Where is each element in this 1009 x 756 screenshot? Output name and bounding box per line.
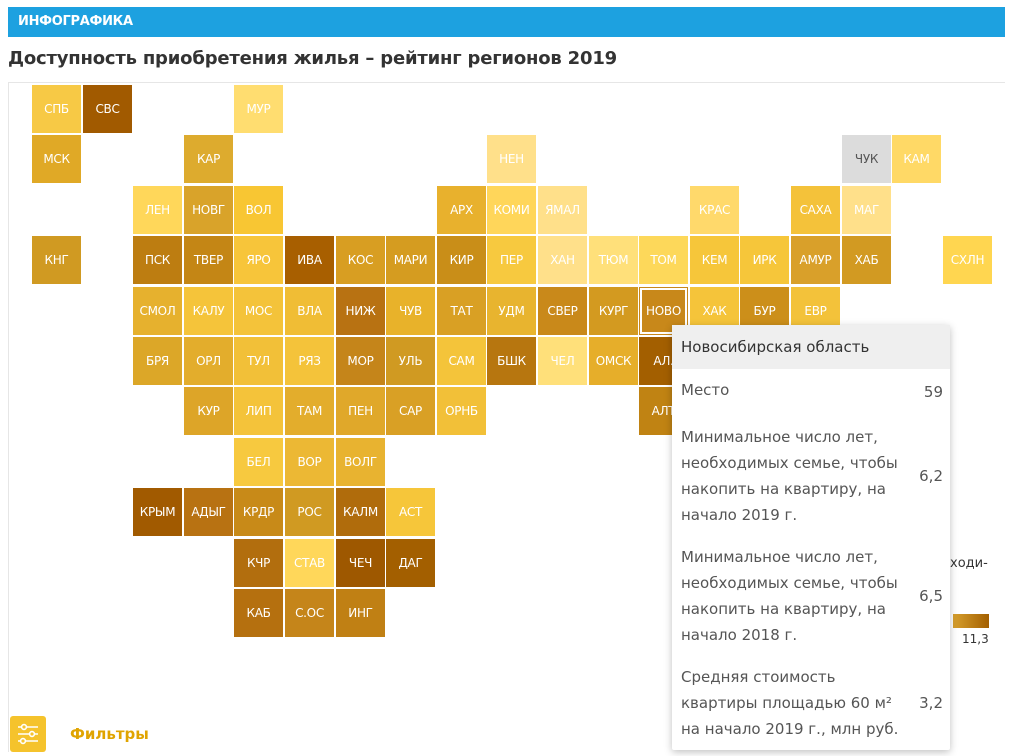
region-tile-коми[interactable]: КОМИ bbox=[487, 186, 536, 234]
region-tile-бел[interactable]: БЕЛ bbox=[234, 438, 283, 486]
tooltip-row-label: Место bbox=[681, 381, 730, 399]
region-tile-крдр[interactable]: КРДР bbox=[234, 488, 283, 536]
region-tile-чук[interactable]: ЧУК bbox=[842, 135, 891, 183]
region-tile-мари[interactable]: МАРИ bbox=[386, 236, 435, 284]
region-tile-свс[interactable]: СВС bbox=[83, 85, 132, 133]
region-tile-сам[interactable]: САМ bbox=[437, 337, 486, 385]
filters-label[interactable]: Фильтры bbox=[70, 725, 149, 743]
section-label: ИНФОГРАФИКА bbox=[18, 14, 133, 29]
region-tile-пен[interactable]: ПЕН bbox=[336, 387, 385, 435]
region-tile-хан[interactable]: ХАН bbox=[538, 236, 587, 284]
legend-title-fragment: ходи- bbox=[950, 556, 988, 571]
region-tile-яро[interactable]: ЯРО bbox=[234, 236, 283, 284]
tooltip-row-value: 6,5 bbox=[919, 587, 943, 605]
tooltip-row-value: 3,2 bbox=[919, 694, 943, 712]
tooltip-row-years-2018: Минимальное число лет, необходимых семье… bbox=[681, 544, 943, 648]
region-tile-тат[interactable]: ТАТ bbox=[437, 287, 486, 335]
region-tile-крым[interactable]: КРЫМ bbox=[133, 488, 182, 536]
region-tile-мос[interactable]: МОС bbox=[234, 287, 283, 335]
region-tile-калм[interactable]: КАЛМ bbox=[336, 488, 385, 536]
infographic-header-bar: ИНФОГРАФИКА bbox=[8, 7, 1005, 37]
region-tile-ива[interactable]: ИВА bbox=[285, 236, 334, 284]
page-title: Доступность приобретения жилья – рейтинг… bbox=[8, 48, 617, 69]
region-tile-сар[interactable]: САР bbox=[386, 387, 435, 435]
region-tile-кам[interactable]: КАМ bbox=[892, 135, 941, 183]
region-tile-смол[interactable]: СМОЛ bbox=[133, 287, 182, 335]
region-tile-омск[interactable]: ОМСК bbox=[589, 337, 638, 385]
region-tile-лен[interactable]: ЛЕН bbox=[133, 186, 182, 234]
region-tile-адыг[interactable]: АДЫГ bbox=[184, 488, 233, 536]
region-tile-тюм[interactable]: ТЮМ bbox=[589, 236, 638, 284]
region-tile-кир[interactable]: КИР bbox=[437, 236, 486, 284]
region-tile-инг[interactable]: ИНГ bbox=[336, 589, 385, 637]
region-tile-кар[interactable]: КАР bbox=[184, 135, 233, 183]
region-tile-саха[interactable]: САХА bbox=[791, 186, 840, 234]
region-tile-даг[interactable]: ДАГ bbox=[386, 539, 435, 587]
region-tile-бря[interactable]: БРЯ bbox=[133, 337, 182, 385]
tooltip-row-years-2019: Минимальное число лет, необходимых семье… bbox=[681, 424, 943, 528]
tooltip-row-label: Средняя стоимость квартиры площадью 60 м… bbox=[681, 668, 899, 738]
region-tile-вор[interactable]: ВОР bbox=[285, 438, 334, 486]
region-tile-чел[interactable]: ЧЕЛ bbox=[538, 337, 587, 385]
region-tile-ямал[interactable]: ЯМАЛ bbox=[538, 186, 587, 234]
region-tile-твер[interactable]: ТВЕР bbox=[184, 236, 233, 284]
region-tile-кос[interactable]: КОС bbox=[336, 236, 385, 284]
region-tile-вла[interactable]: ВЛА bbox=[285, 287, 334, 335]
region-tile-калу[interactable]: КАЛУ bbox=[184, 287, 233, 335]
region-tile-кем[interactable]: КЕМ bbox=[690, 236, 739, 284]
region-tile-лип[interactable]: ЛИП bbox=[234, 387, 283, 435]
region-tile-кур[interactable]: КУР bbox=[184, 387, 233, 435]
region-tile-кчр[interactable]: КЧР bbox=[234, 539, 283, 587]
region-tile-кург[interactable]: КУРГ bbox=[589, 287, 638, 335]
region-tile-став[interactable]: СТАВ bbox=[285, 539, 334, 587]
region-tile-чув[interactable]: ЧУВ bbox=[386, 287, 435, 335]
region-tile-тул[interactable]: ТУЛ bbox=[234, 337, 283, 385]
region-tile-рос[interactable]: РОС bbox=[285, 488, 334, 536]
tooltip-row-label: Минимальное число лет, необходимых семье… bbox=[681, 428, 898, 524]
legend-max-label: 11,3 bbox=[962, 632, 989, 646]
region-tile-новг[interactable]: НОВГ bbox=[184, 186, 233, 234]
chart-frame bbox=[8, 82, 1005, 752]
region-tile-крас[interactable]: КРАС bbox=[690, 186, 739, 234]
region-tile-вол[interactable]: ВОЛ bbox=[234, 186, 283, 234]
region-tile-пер[interactable]: ПЕР bbox=[487, 236, 536, 284]
region-tile-свер[interactable]: СВЕР bbox=[538, 287, 587, 335]
region-tile-том[interactable]: ТОМ bbox=[639, 236, 688, 284]
region-tile-удм[interactable]: УДМ bbox=[487, 287, 536, 335]
region-tile-ниж[interactable]: НИЖ bbox=[336, 287, 385, 335]
region-tile-орнб[interactable]: ОРНБ bbox=[437, 387, 486, 435]
region-tile-уль[interactable]: УЛЬ bbox=[386, 337, 435, 385]
region-tile-амур[interactable]: АМУР bbox=[791, 236, 840, 284]
region-tile-там[interactable]: ТАМ bbox=[285, 387, 334, 435]
region-tile-мур[interactable]: МУР bbox=[234, 85, 283, 133]
tooltip-row-value: 6,2 bbox=[919, 467, 943, 485]
tooltip-region-name: Новосибирская область bbox=[672, 325, 950, 369]
tooltip-row-rank: Место 59 bbox=[681, 377, 943, 407]
region-tile-пск[interactable]: ПСК bbox=[133, 236, 182, 284]
region-tile-аст[interactable]: АСТ bbox=[386, 488, 435, 536]
legend-color-scale bbox=[953, 614, 989, 628]
region-tooltip: Новосибирская область Место 59 Минимальн… bbox=[672, 325, 950, 750]
region-tile-каб[interactable]: КАБ bbox=[234, 589, 283, 637]
tooltip-row-price: Средняя стоимость квартиры площадью 60 м… bbox=[681, 664, 943, 742]
region-tile-хаб[interactable]: ХАБ bbox=[842, 236, 891, 284]
sliders-icon[interactable] bbox=[10, 716, 46, 752]
region-tile-ирк[interactable]: ИРК bbox=[740, 236, 789, 284]
tooltip-row-label: Минимальное число лет, необходимых семье… bbox=[681, 548, 898, 644]
region-tile-маг[interactable]: МАГ bbox=[842, 186, 891, 234]
region-tile-бшк[interactable]: БШК bbox=[487, 337, 536, 385]
region-tile-ряз[interactable]: РЯЗ bbox=[285, 337, 334, 385]
region-tile-кнг[interactable]: КНГ bbox=[32, 236, 81, 284]
region-tile-арх[interactable]: АРХ bbox=[437, 186, 486, 234]
region-tile-сос[interactable]: С.ОС bbox=[285, 589, 334, 637]
region-tile-орл[interactable]: ОРЛ bbox=[184, 337, 233, 385]
region-tile-волг[interactable]: ВОЛГ bbox=[336, 438, 385, 486]
region-tile-схлн[interactable]: СХЛН bbox=[943, 236, 992, 284]
region-tile-спб[interactable]: СПБ bbox=[32, 85, 81, 133]
region-tile-мор[interactable]: МОР bbox=[336, 337, 385, 385]
region-tile-мск[interactable]: МСК bbox=[32, 135, 81, 183]
region-tile-нен[interactable]: НЕН bbox=[487, 135, 536, 183]
tooltip-row-value: 59 bbox=[923, 383, 943, 401]
region-tile-чеч[interactable]: ЧЕЧ bbox=[336, 539, 385, 587]
